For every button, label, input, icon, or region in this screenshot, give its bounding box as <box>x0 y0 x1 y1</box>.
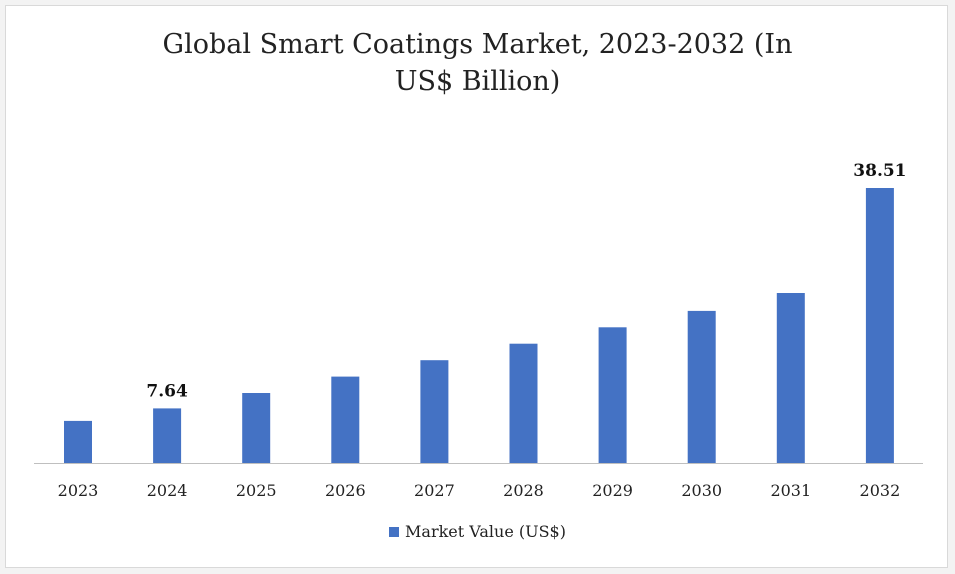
bar-2032 <box>865 188 894 463</box>
data-label-2024: 7.64 <box>146 381 188 401</box>
bar-2029 <box>598 327 627 463</box>
chart-title-line-1: Global Smart Coatings Market, 2023-2032 … <box>162 29 793 60</box>
chart-title-line-2: US$ Billion) <box>394 66 561 97</box>
x-tick-label-2025: 2025 <box>236 481 277 500</box>
bar-2028 <box>509 343 538 463</box>
chart-title: Global Smart Coatings Market, 2023-2032 … <box>0 26 955 100</box>
x-tick-label-2023: 2023 <box>58 481 99 500</box>
x-tick-label-2028: 2028 <box>503 481 544 500</box>
bar-2030 <box>687 310 716 463</box>
bar-2025 <box>242 393 271 463</box>
x-tick-label-2029: 2029 <box>592 481 633 500</box>
x-tick-label-2032: 2032 <box>860 481 901 500</box>
chart-frame <box>5 5 948 568</box>
bar-2024 <box>153 408 182 463</box>
bar-2027 <box>420 360 449 463</box>
bar-2031 <box>776 293 805 463</box>
x-tick-label-2030: 2030 <box>681 481 722 500</box>
x-tick-label-2024: 2024 <box>147 481 188 500</box>
chart-legend: Market Value (US$) <box>0 522 955 541</box>
bar-2026 <box>331 376 360 463</box>
legend-swatch <box>389 527 400 537</box>
legend-label: Market Value (US$) <box>405 522 566 541</box>
x-tick-label-2027: 2027 <box>414 481 455 500</box>
x-tick-label-2026: 2026 <box>325 481 366 500</box>
data-label-2032: 38.51 <box>853 161 906 181</box>
bar-2023 <box>64 420 92 463</box>
x-tick-label-2031: 2031 <box>770 481 811 500</box>
